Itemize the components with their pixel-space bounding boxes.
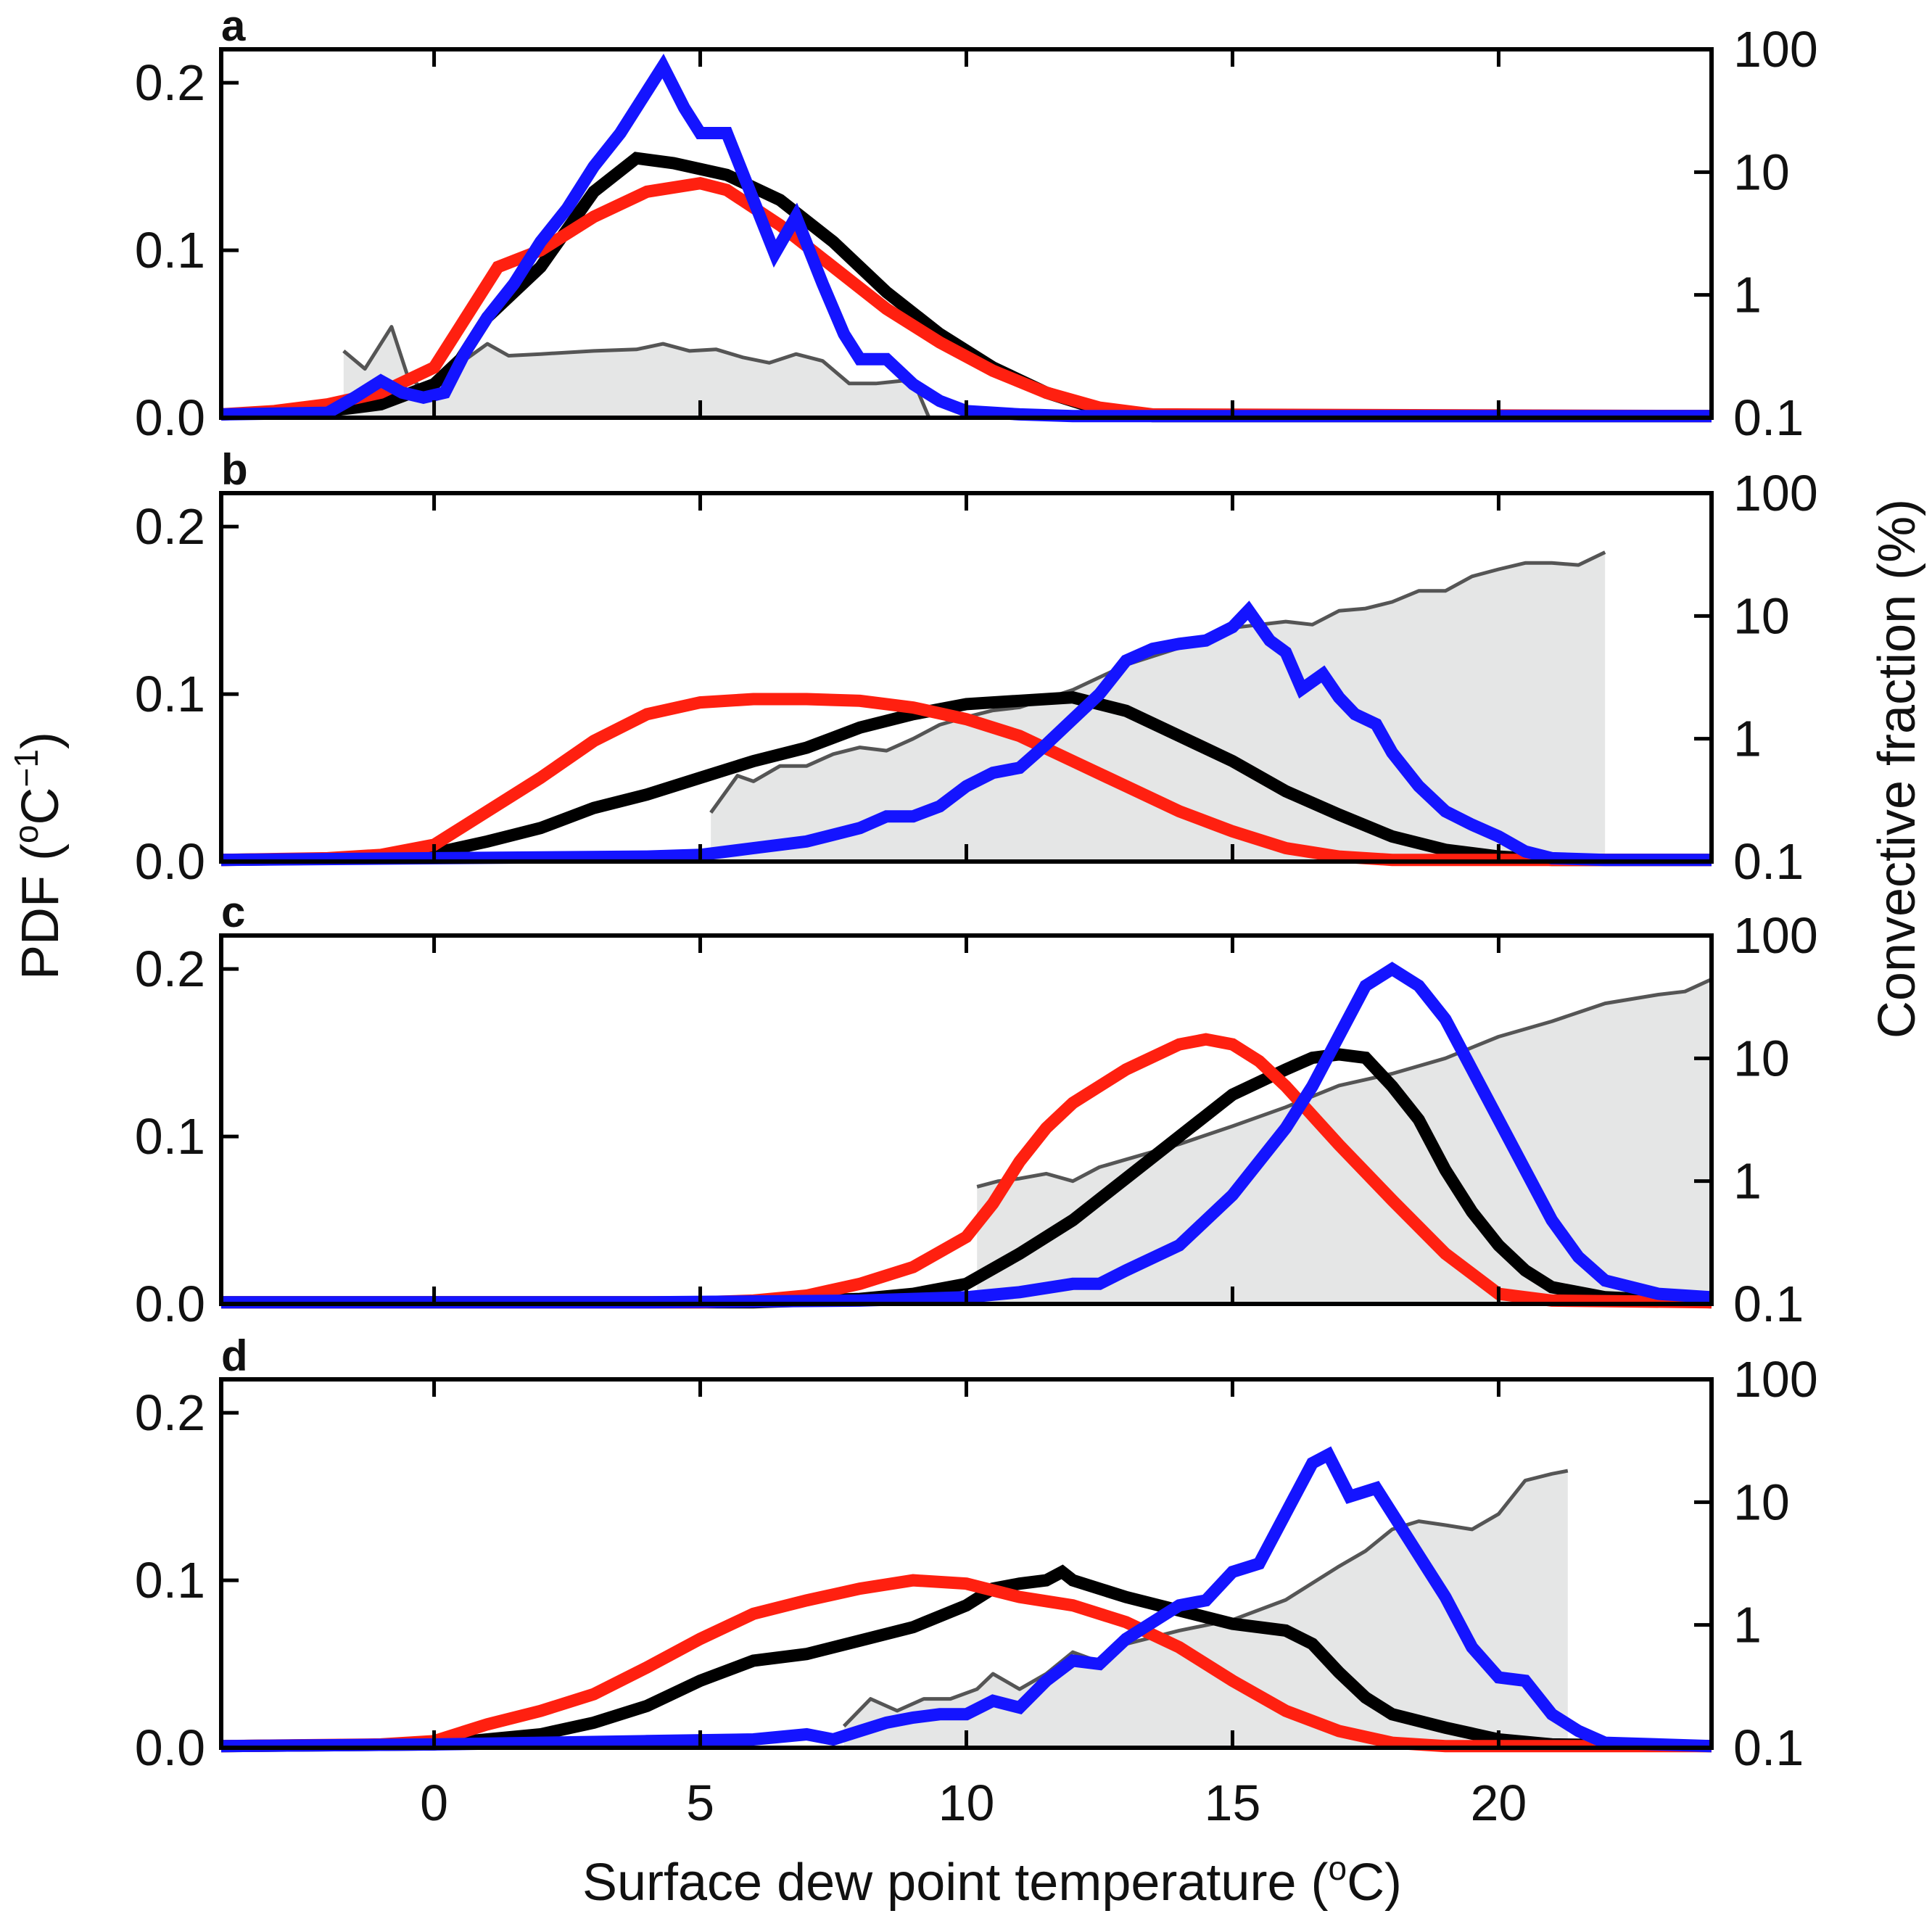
panel-b-red-pdf-line (220, 693, 1712, 867)
panel-d-ytick-right-label: 100 (1733, 1351, 1818, 1408)
panel-b-ytick-right-label: 0.1 (1733, 833, 1804, 890)
panel-a-convective-fraction-area (343, 326, 930, 418)
panel-c-ytick-right-label: 1 (1733, 1153, 1762, 1210)
right-y-axis-title: Convective fraction (%) (1868, 499, 1926, 1038)
panel-c-ytick-right-label: 0.1 (1733, 1276, 1804, 1332)
panel-a-letter: a (221, 1, 246, 50)
x-axis-title-degree: o (1328, 1849, 1347, 1887)
panel-a-ytick-right-label: 0.1 (1733, 389, 1804, 446)
panel-a-ytick-right-label: 1 (1733, 267, 1762, 323)
panel-c-letter: c (221, 888, 245, 936)
panel-d-convective-fraction-area (843, 1471, 1568, 1748)
panel-d-red-pdf-line (220, 1574, 1712, 1753)
panel-d-black-pdf-line (220, 1564, 1712, 1753)
panel-b: 0.0 0.1 0.2 0.1 1 10 100 b (135, 445, 1818, 890)
xtick-label: 5 (686, 1775, 714, 1831)
panel-b-ytick-left-label: 0.1 (135, 666, 205, 722)
panel-c: 0.0 0.1 0.2 0.1 1 10 100 c (135, 888, 1818, 1332)
panel-c-ytick-right-label: 100 (1733, 907, 1818, 964)
panel-c-ytick-left-label: 0.2 (135, 941, 205, 997)
panel-b-ytick-right-label: 100 (1733, 465, 1818, 521)
panel-d-letter: d (221, 1331, 248, 1380)
xtick-label: 20 (1470, 1775, 1527, 1831)
panel-d-ytick-right-label: 1 (1733, 1597, 1762, 1653)
panel-a-blue-pdf-line (220, 53, 1712, 423)
panel-c-ytick-left-label: 0.1 (135, 1108, 205, 1165)
panel-c-convective-fraction-line (976, 978, 1713, 1189)
panel-b-ytick-right-label: 1 (1733, 711, 1762, 767)
left-y-axis-title: PDF (oC−1) (7, 732, 70, 980)
panel-d-ytick-left-label: 0.2 (135, 1384, 205, 1441)
panel-a-ytick-right-label: 100 (1733, 21, 1818, 78)
left-y-axis-title-degree: o (7, 825, 45, 843)
panel-a-ytick-left-label: 0.0 (135, 389, 205, 446)
xtick-label: 0 (420, 1775, 448, 1831)
left-y-axis-title-exponent: −1 (7, 749, 45, 787)
panel-c-red-pdf-line (221, 1033, 1712, 1309)
panel-d-convective-fraction-line (842, 1469, 1569, 1727)
xtick-label: 15 (1205, 1775, 1261, 1831)
panel-a-black-pdf-line (220, 152, 1712, 423)
panel-c-black-pdf-line (221, 1048, 1712, 1309)
panel-b-black-pdf-line (220, 691, 1712, 867)
panel-a: 0.0 0.1 0.2 0.1 1 10 100 a (135, 1, 1818, 446)
panels-group: 0.00.10.20.1110100a0.00.10.20.1110100b0.… (135, 1, 1818, 1831)
panel-a-ytick-right-label: 10 (1733, 144, 1790, 200)
panel-c-blue-pdf-line (221, 962, 1712, 1309)
panel-b-letter: b (221, 445, 248, 494)
panel-b-ytick-left-label: 0.0 (135, 833, 205, 890)
panel-a-ytick-left-label: 0.2 (135, 54, 205, 111)
panel-c-ytick-left-label: 0.0 (135, 1276, 205, 1332)
panel-b-ytick-right-label: 10 (1733, 587, 1790, 644)
panel-d-blue-pdf-line (220, 1446, 1712, 1753)
panel-d-ytick-left-label: 0.0 (135, 1719, 205, 1776)
panel-d-ytick-right-label: 0.1 (1733, 1719, 1804, 1776)
panel-b-convective-fraction-area (711, 552, 1606, 862)
panel-d-ytick-right-label: 10 (1733, 1474, 1790, 1530)
panel-a-ytick-left-label: 0.1 (135, 222, 205, 278)
panel-b-blue-pdf-line (220, 600, 1712, 867)
panel-d: 0.0 0.1 0.2 0.1 1 10 100 d (135, 1331, 1818, 1776)
x-axis-title: Surface dew point temperature (oC) (582, 1849, 1402, 1912)
panel-c-ytick-right-label: 10 (1733, 1030, 1790, 1086)
panel-b-convective-fraction-line (709, 550, 1606, 814)
xtick-label: 10 (938, 1775, 995, 1831)
panel-d-ytick-left-label: 0.1 (135, 1552, 205, 1609)
panel-b-ytick-left-label: 0.2 (135, 498, 205, 555)
